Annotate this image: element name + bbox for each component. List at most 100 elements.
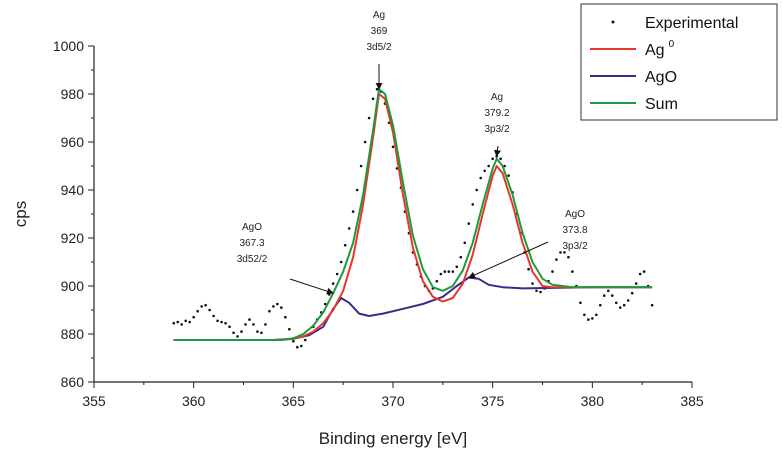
data-point	[391, 145, 395, 149]
data-point	[591, 317, 594, 320]
legend-swatch-dot	[611, 20, 615, 24]
series-group	[172, 87, 654, 349]
legend-label: Ag	[645, 42, 665, 59]
data-point	[359, 164, 363, 168]
data-point	[232, 331, 235, 335]
legend-label: AgO	[645, 69, 677, 86]
x-tick-label: 360	[182, 393, 206, 409]
annotation-label: 369	[371, 26, 388, 37]
data-point	[555, 258, 558, 261]
data-point	[335, 272, 339, 276]
data-point	[559, 251, 562, 254]
annotations: Ag 369 3d5/2 Ag 379.2 3p3/2 AgO 367.3 3d52/2 AgO 3…	[237, 10, 588, 295]
data-point	[634, 282, 638, 285]
y-tick-label: 1000	[53, 38, 84, 54]
x-tick-label: 380	[581, 393, 605, 409]
x-tick-label: 370	[381, 393, 405, 409]
data-point	[192, 315, 195, 319]
data-point	[630, 291, 634, 295]
x-tick-label: 375	[481, 393, 505, 409]
annotation-arrow	[493, 145, 501, 158]
data-point	[212, 314, 215, 318]
data-point	[606, 289, 610, 293]
x-axis-title: Binding energy [eV]	[319, 429, 467, 448]
data-point	[327, 293, 331, 296]
annotation-label: AgO	[242, 222, 262, 233]
annotation-label: Ag	[491, 92, 503, 103]
data-point	[483, 169, 486, 173]
legend: Experimental Ag 0 AgO Sum	[580, 3, 778, 121]
data-point	[339, 260, 343, 264]
data-point	[355, 188, 359, 192]
legend-label: Experimental	[645, 15, 738, 32]
data-point	[284, 315, 287, 319]
data-point	[367, 116, 371, 120]
x-tick-label: 385	[680, 393, 704, 409]
y-tick-label: 920	[61, 230, 85, 246]
data-point	[276, 302, 279, 306]
x-tick-label: 365	[282, 393, 306, 409]
data-point	[220, 320, 223, 324]
data-point	[343, 243, 347, 247]
data-point	[447, 270, 451, 273]
annotation-label: 367.3	[239, 238, 264, 249]
series-line-ago	[173, 276, 653, 341]
y-tick-label: 860	[61, 374, 85, 390]
data-point	[587, 318, 590, 321]
legend-label-superscript: 0	[669, 39, 675, 50]
data-point	[268, 309, 271, 313]
data-point	[563, 251, 566, 254]
data-point	[395, 167, 399, 170]
y-tick-label: 960	[61, 134, 85, 150]
data-point	[614, 301, 618, 305]
annotation-arrow	[468, 241, 549, 279]
data-point	[371, 97, 375, 101]
annotation-arrow	[289, 278, 334, 295]
series-line-sum	[173, 88, 653, 341]
data-point	[602, 294, 606, 297]
data-point	[463, 241, 467, 245]
data-point	[567, 255, 570, 259]
data-point	[491, 157, 494, 161]
data-point	[296, 345, 299, 349]
data-point	[204, 303, 207, 307]
data-point	[248, 318, 251, 321]
data-point	[272, 305, 275, 308]
data-point	[503, 164, 506, 168]
annotation-label: 3d5/2	[366, 42, 391, 53]
data-point	[535, 289, 538, 293]
data-point	[260, 331, 263, 335]
data-point	[236, 335, 239, 338]
annotation-label: Ag	[373, 10, 385, 21]
data-point	[303, 338, 307, 342]
data-point	[499, 157, 502, 161]
data-point	[571, 270, 574, 273]
y-tick-label: 980	[61, 86, 85, 102]
data-point	[208, 308, 211, 312]
data-point	[650, 303, 654, 307]
y-tick-label: 880	[61, 326, 85, 342]
annotation-label: 3p3/2	[562, 241, 587, 252]
data-point	[216, 319, 219, 323]
annotation-label: 3p3/2	[484, 124, 509, 135]
data-point	[539, 290, 542, 294]
data-point	[240, 330, 243, 333]
data-point	[180, 323, 184, 326]
data-point	[610, 294, 614, 297]
data-point	[507, 174, 510, 177]
data-point	[363, 140, 367, 144]
data-point	[300, 344, 303, 348]
data-point	[256, 330, 259, 333]
data-point	[451, 270, 455, 273]
data-point	[579, 301, 582, 305]
data-point	[228, 325, 231, 329]
data-point	[176, 320, 180, 324]
data-point	[351, 210, 355, 213]
x-tick-label: 355	[82, 393, 106, 409]
data-point	[264, 323, 267, 326]
annotation-label: 373.8	[562, 225, 587, 236]
data-point	[196, 309, 199, 313]
y-axis-title: cps	[11, 201, 30, 227]
data-point	[200, 305, 203, 308]
